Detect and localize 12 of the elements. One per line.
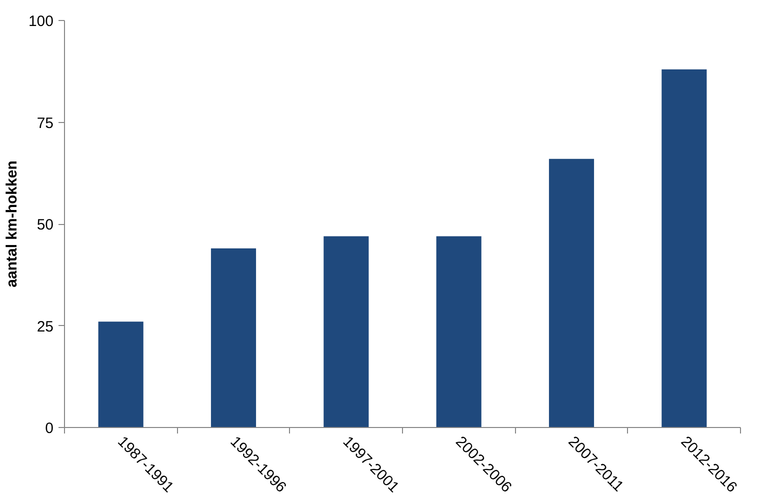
y-tick-label: 100: [28, 13, 54, 30]
y-tick-label: 25: [36, 318, 54, 336]
bar: [210, 248, 256, 428]
bar: [662, 69, 707, 428]
y-axis-title: aantal km-hokken: [3, 160, 20, 288]
bar: [98, 322, 144, 428]
bar: [436, 236, 482, 428]
y-tick-label: 0: [45, 420, 54, 437]
bar: [324, 236, 369, 428]
bar: [548, 158, 594, 428]
y-tick-label: 50: [36, 216, 54, 234]
y-tick-label: 75: [36, 114, 54, 132]
